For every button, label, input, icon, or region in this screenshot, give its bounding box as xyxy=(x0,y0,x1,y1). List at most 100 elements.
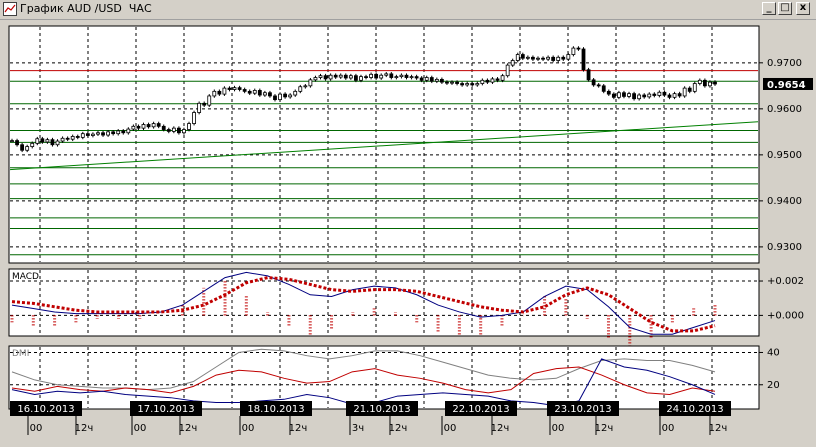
hour-label: 00 xyxy=(30,423,43,434)
macd-line xyxy=(11,271,716,335)
candle-body xyxy=(101,132,105,136)
candle-body xyxy=(283,93,288,98)
candle-body xyxy=(227,87,232,90)
candle-body xyxy=(627,93,631,97)
maximize-button[interactable]: □ xyxy=(778,2,792,15)
candle-body xyxy=(141,124,146,129)
candle-body xyxy=(439,78,444,83)
macd-title: MACD xyxy=(12,272,39,282)
dmi-axis: 40 20 xyxy=(759,347,780,391)
price-grid xyxy=(10,27,758,262)
candle-body xyxy=(541,57,545,60)
macd-lines xyxy=(11,271,716,335)
candle-body xyxy=(359,76,363,81)
window-titlebar[interactable]: График AUD /USD ЧАС _ □ x xyxy=(0,0,816,20)
candle-body xyxy=(642,94,647,98)
macd-panel[interactable]: +0.002 +0.000 MACD xyxy=(8,268,804,354)
candle-body xyxy=(50,139,55,146)
candle-body xyxy=(419,77,424,81)
candle-body xyxy=(85,133,90,136)
price-tick-label: 0.9400 xyxy=(767,196,802,207)
candle-body xyxy=(182,129,186,134)
candle-body xyxy=(207,95,212,106)
chart-canvas[interactable]: 0.9300 0.9400 0.9500 0.9600 0.9700 0.9654 +0.… xyxy=(0,20,816,443)
candle-body xyxy=(697,79,702,84)
candle-body xyxy=(637,94,642,100)
chart-app-icon xyxy=(3,2,17,16)
date-label-box xyxy=(445,401,517,416)
price-tick-label: 0.9300 xyxy=(767,242,802,253)
hour-label: 12ч xyxy=(491,423,510,434)
minimize-button[interactable]: _ xyxy=(762,2,776,15)
current-price-box xyxy=(763,77,813,90)
candle-body xyxy=(465,83,470,86)
candle-body xyxy=(369,73,373,78)
candle-body xyxy=(708,81,712,87)
dmi-title: DMI xyxy=(12,349,29,359)
candle-body xyxy=(389,73,394,78)
hour-label: 00 xyxy=(444,423,457,434)
chart-area[interactable]: 0.9300 0.9400 0.9500 0.9600 0.9700 0.9654 +0.… xyxy=(0,20,816,443)
candle-body xyxy=(65,137,70,140)
candle-body xyxy=(328,74,333,80)
candle-body xyxy=(450,81,454,84)
candle-body xyxy=(338,74,343,78)
candle-body xyxy=(121,130,126,134)
candle-body xyxy=(303,85,308,88)
current-price-label: 0.9654 xyxy=(767,80,806,91)
candle-body xyxy=(35,138,40,144)
date-label: 17.10.2013 xyxy=(137,404,194,415)
date-label-box xyxy=(346,401,418,416)
candle-body xyxy=(293,90,298,96)
candle-body xyxy=(30,142,35,147)
candle-body xyxy=(596,84,601,87)
candle-body xyxy=(111,131,116,135)
candle-body xyxy=(525,56,530,59)
candle-body xyxy=(561,56,566,60)
candle-body xyxy=(384,73,389,76)
trendline xyxy=(9,121,759,171)
date-label-box xyxy=(240,401,312,416)
dmi-panel[interactable]: 40 20 DMI xyxy=(8,345,780,410)
candle-body xyxy=(515,54,520,61)
candle-body xyxy=(96,132,100,135)
candle-body xyxy=(424,77,429,81)
candle-body xyxy=(611,93,616,98)
date-label-box xyxy=(547,401,619,416)
date-label: 21.10.2013 xyxy=(353,404,410,415)
candle-body xyxy=(677,93,682,97)
candle-body xyxy=(505,64,510,77)
candle-body xyxy=(116,130,121,135)
candle-body xyxy=(434,78,439,82)
candle-body xyxy=(445,81,449,84)
hour-label: 12ч xyxy=(179,423,198,434)
candle-body xyxy=(414,76,419,79)
candle-body xyxy=(323,75,328,80)
candle-body xyxy=(546,56,551,60)
hour-label: 12ч xyxy=(389,423,408,434)
candle-body xyxy=(343,74,348,79)
candle-body xyxy=(25,146,30,151)
candle-body xyxy=(232,87,237,90)
candle-body xyxy=(354,75,358,81)
candle-body xyxy=(136,125,141,129)
close-button[interactable]: x xyxy=(796,2,810,15)
candle-body xyxy=(237,87,242,90)
plus-di-line xyxy=(11,366,716,395)
candle-body xyxy=(308,79,313,87)
candle-body xyxy=(556,56,561,61)
candle-body xyxy=(318,75,323,78)
candle-body xyxy=(298,86,303,92)
candle-body xyxy=(399,74,404,78)
candle-body xyxy=(146,124,151,128)
candle-body xyxy=(288,94,293,98)
date-label-box xyxy=(10,401,82,416)
price-panel[interactable]: 0.9300 0.9400 0.9500 0.9600 0.9700 0.9654 xyxy=(8,25,813,264)
candle-body xyxy=(15,140,19,146)
candle-body xyxy=(662,91,667,96)
hour-label: 3ч xyxy=(352,423,364,434)
candle-body xyxy=(45,139,50,143)
candle-body xyxy=(622,92,626,97)
candle-body xyxy=(429,77,434,82)
candle-body xyxy=(70,136,75,140)
